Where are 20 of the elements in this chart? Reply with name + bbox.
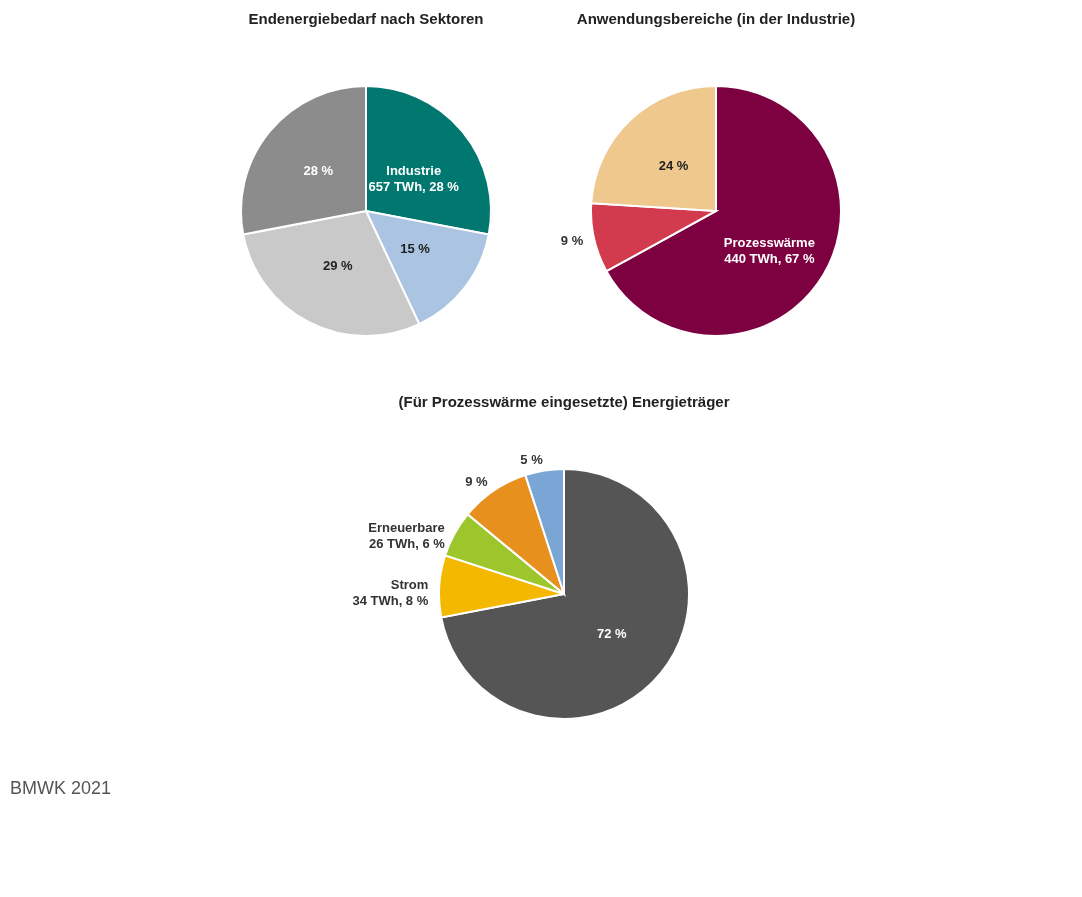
slice-label: Erneuerbare [368,520,445,536]
chart-title: Endenergiebedarf nach Sektoren [248,10,484,27]
data-label: 9 % [465,473,488,489]
data-label: 72 % [596,625,628,641]
text: BMWK 2021 [10,778,113,799]
data-label: 26 TWh, 6 % [368,536,446,552]
slice-label: Prozesswärme [723,234,815,250]
data-label: 440 TWh, 67 % [724,250,815,266]
data-label: 5 % [520,451,544,467]
slice-label: Industrie [386,163,442,179]
data-label: 29 % [323,258,354,274]
data-label: 9 % [560,232,584,248]
chart-title: (Für Prozesswärme eingesetzte) Energieträger [398,393,730,410]
data-label: 24 % [658,157,689,173]
data-label: 34 TWh, 8 % [352,593,429,609]
data-label: 657 TWh, 28 % [368,179,460,195]
chart-title: Anwendungsbereiche (in der Industrie) [576,10,856,27]
data-label: 28 % [303,163,334,179]
slice-label: Strom [390,577,429,593]
data-label: 15 % [400,241,431,256]
